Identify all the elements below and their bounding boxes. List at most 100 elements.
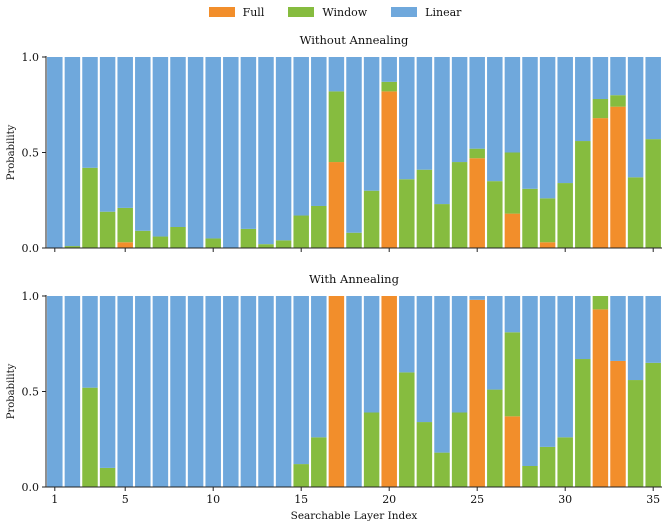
x-tick-label: 35 (646, 493, 660, 506)
bar-window-24 (451, 162, 468, 248)
bar-window-28 (522, 188, 538, 248)
bar-window-24 (451, 412, 468, 487)
bar-linear-15 (293, 57, 309, 216)
bar-window-27 (504, 332, 521, 417)
bar-full-20 (381, 296, 397, 487)
bar-full-17 (328, 296, 345, 487)
bar-window-21 (399, 372, 415, 487)
bar-window-28 (522, 465, 538, 487)
bar-full-27 (504, 416, 521, 487)
bar-window-25 (469, 148, 485, 159)
bar-full-25 (469, 158, 485, 248)
y-axis-label: Probability (6, 124, 17, 180)
bar-window-4 (99, 467, 116, 487)
bar-window-31 (575, 141, 591, 248)
bar-linear-4 (99, 296, 116, 468)
bar-linear-18 (346, 296, 362, 487)
bar-window-30 (557, 183, 573, 248)
bar-full-33 (610, 106, 626, 248)
bar-window-29 (539, 198, 556, 243)
bar-full-25 (469, 299, 485, 487)
bar-linear-3 (82, 57, 98, 168)
bar-full-32 (592, 309, 609, 487)
bar-window-17 (328, 91, 345, 163)
bar-window-15 (293, 464, 309, 487)
bar-linear-8 (170, 296, 186, 487)
y-axis-label: Probability (6, 363, 17, 419)
bar-linear-2 (64, 296, 81, 487)
bar-window-34 (627, 380, 644, 487)
bar-linear-33 (610, 57, 626, 96)
bar-window-35 (645, 139, 661, 248)
x-axis-label: Searchable Layer Index (291, 510, 418, 522)
bar-linear-11 (223, 57, 239, 248)
bar-linear-13 (258, 296, 274, 487)
bar-window-19 (363, 190, 380, 248)
bar-linear-21 (399, 296, 415, 373)
bar-linear-19 (363, 57, 380, 191)
bar-linear-25 (469, 57, 485, 149)
bar-linear-19 (363, 296, 380, 413)
legend-label-full: Full (242, 5, 265, 19)
x-tick-label: 10 (206, 493, 220, 506)
bar-window-15 (293, 215, 309, 248)
legend: Full Window Linear (0, 4, 670, 20)
bar-linear-28 (522, 57, 538, 189)
bar-full-27 (504, 213, 521, 248)
bar-linear-23 (434, 57, 450, 205)
bar-window-14 (275, 240, 292, 248)
bar-linear-1 (47, 296, 63, 487)
bar-window-34 (627, 177, 644, 248)
x-tick-label: 15 (294, 493, 308, 506)
bar-linear-31 (575, 57, 591, 142)
bar-window-23 (434, 452, 450, 487)
bar-window-10 (205, 238, 221, 248)
bar-linear-26 (487, 57, 503, 182)
bar-window-22 (416, 422, 433, 487)
bar-linear-32 (592, 57, 609, 100)
y-tick-label: 0.5 (22, 147, 40, 160)
legend-item-linear: Linear (391, 4, 461, 20)
bar-window-35 (645, 362, 661, 487)
bar-linear-14 (275, 296, 292, 487)
bar-window-18 (346, 232, 362, 248)
bar-linear-24 (451, 57, 468, 163)
bar-window-29 (539, 446, 556, 487)
bar-window-26 (487, 389, 503, 487)
x-tick-label: 30 (558, 493, 572, 506)
bar-linear-1 (47, 57, 63, 248)
bar-linear-9 (187, 57, 204, 248)
bar-window-32 (592, 296, 609, 310)
bar-linear-31 (575, 296, 591, 360)
bar-linear-33 (610, 296, 626, 361)
bar-linear-7 (152, 296, 169, 487)
y-tick-label: 0.0 (22, 481, 40, 494)
bar-window-27 (504, 152, 521, 214)
bar-linear-10 (205, 296, 221, 487)
bar-linear-18 (346, 57, 362, 233)
bar-linear-15 (293, 296, 309, 465)
bar-linear-16 (311, 57, 327, 206)
bar-linear-2 (64, 57, 81, 247)
bar-window-4 (99, 211, 116, 248)
y-tick-label: 0.0 (22, 242, 40, 255)
bar-linear-8 (170, 57, 186, 227)
bar-window-16 (311, 205, 327, 248)
bar-window-31 (575, 359, 591, 487)
bar-linear-27 (504, 296, 521, 333)
bar-linear-35 (645, 296, 661, 363)
bar-linear-20 (381, 57, 397, 82)
legend-swatch-window (288, 7, 315, 17)
legend-label-window: Window (322, 5, 368, 19)
legend-swatch-full (208, 7, 235, 17)
bar-full-29 (539, 242, 556, 248)
bar-linear-26 (487, 296, 503, 390)
bar-window-20 (381, 81, 397, 92)
bar-window-30 (557, 437, 573, 487)
bar-full-17 (328, 162, 345, 248)
bar-linear-30 (557, 57, 573, 184)
bar-linear-11 (223, 296, 239, 487)
x-tick-label: 25 (470, 493, 484, 506)
bar-window-21 (399, 179, 415, 248)
